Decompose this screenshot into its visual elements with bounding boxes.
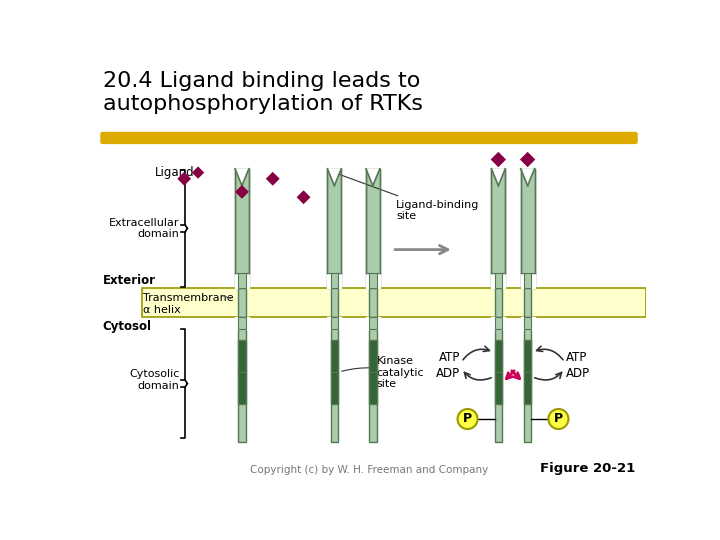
Bar — [521, 168, 534, 288]
Text: Figure 20-21: Figure 20-21 — [540, 462, 636, 475]
Polygon shape — [192, 166, 204, 179]
Text: Transmembrane
α helix: Transmembrane α helix — [143, 293, 234, 315]
Bar — [330, 288, 338, 318]
Text: P: P — [463, 413, 472, 426]
Polygon shape — [490, 152, 506, 167]
Bar — [330, 318, 338, 442]
Bar — [495, 273, 502, 288]
Bar — [238, 318, 246, 329]
Bar — [524, 288, 531, 318]
Text: Ligand-binding
site: Ligand-binding site — [337, 173, 480, 221]
Bar — [366, 168, 379, 288]
Text: Exterior: Exterior — [102, 274, 156, 287]
Bar — [369, 340, 377, 403]
Polygon shape — [328, 168, 341, 186]
Polygon shape — [297, 190, 310, 204]
FancyBboxPatch shape — [100, 132, 638, 144]
Bar — [369, 318, 377, 442]
Text: Cytosolic
domain: Cytosolic domain — [129, 369, 179, 390]
Polygon shape — [366, 168, 379, 186]
Bar — [495, 318, 502, 329]
Bar — [495, 318, 502, 442]
Bar — [369, 288, 377, 318]
Bar — [235, 168, 249, 288]
Polygon shape — [235, 168, 249, 186]
Polygon shape — [177, 172, 191, 186]
Bar — [369, 273, 377, 288]
Bar — [330, 340, 338, 403]
Bar — [524, 273, 531, 288]
Bar — [330, 318, 338, 329]
Text: ATP: ATP — [438, 350, 460, 363]
Text: 20.4 Ligand binding leads to
autophosphorylation of RTKs: 20.4 Ligand binding leads to autophospho… — [102, 71, 423, 114]
Text: Ligand: Ligand — [155, 166, 194, 179]
Bar — [238, 340, 246, 403]
Bar — [238, 273, 246, 288]
Bar — [369, 318, 377, 329]
Bar — [330, 273, 338, 288]
Polygon shape — [266, 172, 279, 186]
Bar — [524, 318, 531, 329]
Polygon shape — [521, 168, 534, 186]
Text: Extracellular
domain: Extracellular domain — [109, 218, 179, 239]
Text: ADP: ADP — [566, 367, 590, 380]
Text: Kinase
catalytic
site: Kinase catalytic site — [341, 356, 424, 389]
Text: Cytosol: Cytosol — [102, 320, 152, 333]
Bar — [238, 288, 246, 318]
Bar — [328, 168, 341, 288]
Bar — [524, 340, 531, 403]
Bar — [495, 288, 502, 318]
Text: P: P — [554, 413, 563, 426]
Bar — [238, 318, 246, 442]
Bar — [495, 340, 502, 403]
Circle shape — [457, 409, 477, 429]
Circle shape — [549, 409, 568, 429]
Bar — [524, 318, 531, 442]
Polygon shape — [520, 152, 535, 167]
Text: Copyright (c) by W. H. Freeman and Company: Copyright (c) by W. H. Freeman and Compa… — [250, 465, 488, 475]
Bar — [492, 168, 505, 288]
Text: ADP: ADP — [436, 367, 460, 380]
Bar — [142, 288, 647, 318]
Polygon shape — [235, 185, 249, 199]
Polygon shape — [492, 168, 505, 186]
Text: ATP: ATP — [566, 350, 588, 363]
